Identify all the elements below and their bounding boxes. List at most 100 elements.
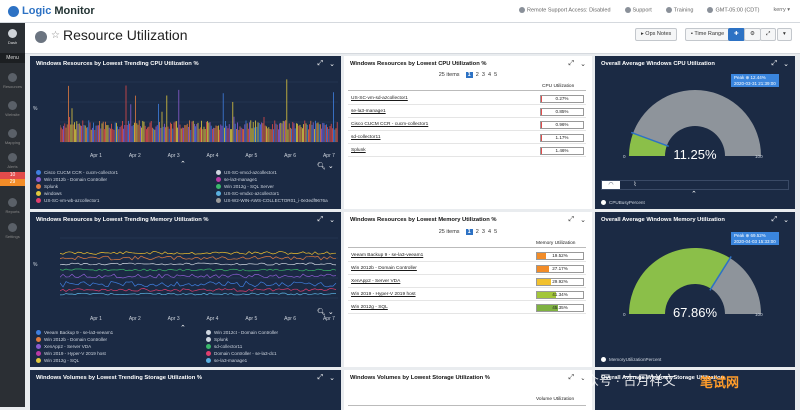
more-options-button[interactable]: ▾ <box>777 28 792 41</box>
legend-item[interactable]: XenApp2 - Server VDA <box>36 344 196 349</box>
page-5[interactable]: 5 <box>494 229 498 235</box>
resource-link[interactable]: Veeam Backup 9 - se-la3-veeam1 <box>351 253 424 258</box>
table-row[interactable]: Veeam Backup 9 - se-la3-veeam1 19.52% <box>348 250 586 262</box>
legend-item[interactable]: se-la3-manage1 <box>206 358 336 363</box>
resource-link[interactable]: se-la3-manage1 <box>351 109 386 114</box>
expand-icon[interactable]: ⤢ <box>771 60 778 67</box>
sidebar-item-alerts[interactable]: Alerts <box>0 153 25 169</box>
user-menu[interactable]: kerry ▾ <box>773 7 790 14</box>
collapse-legend-icon[interactable]: ⌃ <box>180 325 186 332</box>
chevron-down-icon[interactable]: ⌄ <box>329 375 335 382</box>
column-header[interactable]: Volume Utilization <box>536 397 575 402</box>
chevron-down-icon[interactable]: ⌄ <box>580 217 586 224</box>
memory-trend-chart[interactable] <box>60 228 338 308</box>
legend-item[interactable]: Win 2012b - Domain Controller <box>36 337 196 342</box>
table-row[interactable]: US-SC-vm-sd-azcollector1 0.27% <box>348 93 586 105</box>
legend-item[interactable]: US-W2-WIN-AWS-COLLECTOR01_i-0e3edf9676a <box>216 198 341 203</box>
zoom-icon[interactable]: 🔍︎ ⌄ <box>317 309 334 316</box>
table-row[interactable]: Cisco CUCM CCR - cucm-collector1 0.96% <box>348 119 586 131</box>
legend-item[interactable]: Cisco CUCM CCR - cucm-collector1 <box>36 170 206 175</box>
expand-icon[interactable]: ⤢ <box>568 60 575 67</box>
sidebar-item-resources[interactable]: Resources <box>0 73 25 89</box>
sidebar-menu-label[interactable]: Menu <box>0 53 25 63</box>
sidebar-item-settings[interactable]: Settings <box>0 223 25 239</box>
resource-link[interactable]: Cisco CUCM CCR - cucm-collector1 <box>351 122 429 127</box>
chevron-down-icon[interactable]: ⌄ <box>329 61 335 68</box>
legend-item[interactable]: sd-collector11 <box>206 344 336 349</box>
legend-item[interactable]: Splunk <box>36 184 206 189</box>
legend-item[interactable]: Veeam Backup 9 - se-la3-veeam1 <box>36 330 196 335</box>
page-4[interactable]: 4 <box>488 72 492 78</box>
page-3[interactable]: 3 <box>481 72 485 78</box>
chevron-down-icon[interactable]: ⌄ <box>580 61 586 68</box>
resource-link[interactable]: US-SC-vm-sd-azcollector1 <box>351 96 408 101</box>
page-5[interactable]: 5 <box>494 72 498 78</box>
line-view-icon[interactable]: ⌇ <box>633 182 637 188</box>
legend-item[interactable]: US-SC-vmdxc-azcollector1 <box>216 191 341 196</box>
legend-item[interactable]: windows <box>36 191 206 196</box>
favorite-star-icon[interactable]: ☆ <box>51 30 60 41</box>
table-row[interactable]: Splunk 1.46% <box>348 145 586 157</box>
table-row[interactable]: se-la3-manage1 0.85% <box>348 106 586 118</box>
page-2[interactable]: 2 <box>475 229 479 235</box>
resource-link[interactable]: Win 2012b - Domain Controller <box>351 266 417 271</box>
collapse-legend-icon[interactable]: ⌃ <box>691 191 697 198</box>
legend-item[interactable]: Win 2012b - Domain Controller <box>36 177 206 182</box>
table-row[interactable]: Win 2019 - Hyper-V 2019 host 41.34% <box>348 289 586 301</box>
alert-count-error[interactable]: 29 <box>0 179 25 186</box>
legend-item[interactable]: Win 2019 - Hyper-V 2019 host <box>36 351 196 356</box>
column-header[interactable]: CPU Utilization <box>542 84 575 89</box>
timezone-link[interactable]: GMT-05:00 (CDT) <box>707 7 759 13</box>
table-row[interactable]: Win 2012b - Domain Controller 27.17% <box>348 263 586 275</box>
table-row[interactable]: Win 2012g - SQL 45.35% <box>348 302 586 314</box>
legend-item[interactable]: Win 2012g - SQL <box>36 358 196 363</box>
training-link[interactable]: Training <box>665 7 693 13</box>
sidebar-item-mapping[interactable]: Mapping <box>0 129 25 145</box>
sidebar-item-website[interactable]: Website <box>0 101 25 117</box>
page-3[interactable]: 3 <box>481 229 485 235</box>
add-widget-button[interactable]: ✚ <box>728 28 745 41</box>
resource-link[interactable]: sd-collector11 <box>351 135 381 140</box>
expand-icon[interactable]: ⤢ <box>771 216 778 223</box>
gauge-view-icon[interactable]: ◠ <box>602 181 620 189</box>
dashboard-icon[interactable] <box>35 31 47 43</box>
alert-count-critical[interactable]: 10 <box>0 172 25 179</box>
page-4[interactable]: 4 <box>488 229 492 235</box>
collapse-legend-icon[interactable]: ⌃ <box>180 161 186 168</box>
expand-icon[interactable]: ⤢ <box>317 374 324 381</box>
legend-item[interactable]: Win 2012g - SQL Server <box>216 184 341 189</box>
resource-link[interactable]: Splunk <box>351 148 366 153</box>
expand-icon[interactable]: ⤢ <box>568 216 575 223</box>
support-link[interactable]: Support <box>624 7 652 13</box>
sidebar-item-dash[interactable]: Dash <box>0 29 25 45</box>
expand-icon[interactable]: ⤢ <box>317 60 324 67</box>
expand-icon[interactable]: ⤢ <box>317 216 324 223</box>
chevron-down-icon[interactable]: ⌄ <box>580 375 586 382</box>
cpu-gauge[interactable] <box>623 76 767 162</box>
chevron-down-icon[interactable]: ⌄ <box>783 61 789 68</box>
table-row[interactable]: XenApp2 - Server VDA 29.92% <box>348 276 586 288</box>
fullscreen-button[interactable]: ⤢ <box>760 28 777 41</box>
cpu-trend-chart[interactable] <box>60 72 338 150</box>
resource-link[interactable]: Win 2012g - SQL <box>351 305 388 310</box>
page-1[interactable]: 1 <box>465 229 473 235</box>
legend-item[interactable]: US-SC-vm-wb-azcollector1 <box>36 198 206 203</box>
column-header[interactable]: Memory Utilization <box>536 241 576 246</box>
logo[interactable]: Logic Monitor <box>8 5 95 17</box>
chevron-down-icon[interactable]: ⌄ <box>783 217 789 224</box>
legend-item[interactable]: Splunk <box>206 337 336 342</box>
settings-button[interactable]: ⚙ <box>744 28 761 41</box>
chevron-down-icon[interactable]: ⌄ <box>329 217 335 224</box>
resource-link[interactable]: Win 2019 - Hyper-V 2019 host <box>351 292 416 297</box>
sidebar-item-reports[interactable]: Reports <box>0 198 25 214</box>
memory-gauge[interactable] <box>623 234 767 320</box>
expand-icon[interactable]: ⤢ <box>568 374 575 381</box>
legend-item[interactable]: US-SC-vmcd-azcollector1 <box>216 170 341 175</box>
resource-link[interactable]: XenApp2 - Server VDA <box>351 279 401 284</box>
legend-item[interactable]: se-la3-manage1 <box>216 177 341 182</box>
legend-item[interactable]: Domain Controller - se-la3-dc1 <box>206 351 336 356</box>
time-range-button[interactable]: ▪ Time Range <box>685 28 731 41</box>
legend-item[interactable]: Win 2012ct - Domain Controller <box>206 330 336 335</box>
page-1[interactable]: 1 <box>465 72 473 78</box>
ops-notes-button[interactable]: ▸ Ops Notes <box>635 28 678 41</box>
